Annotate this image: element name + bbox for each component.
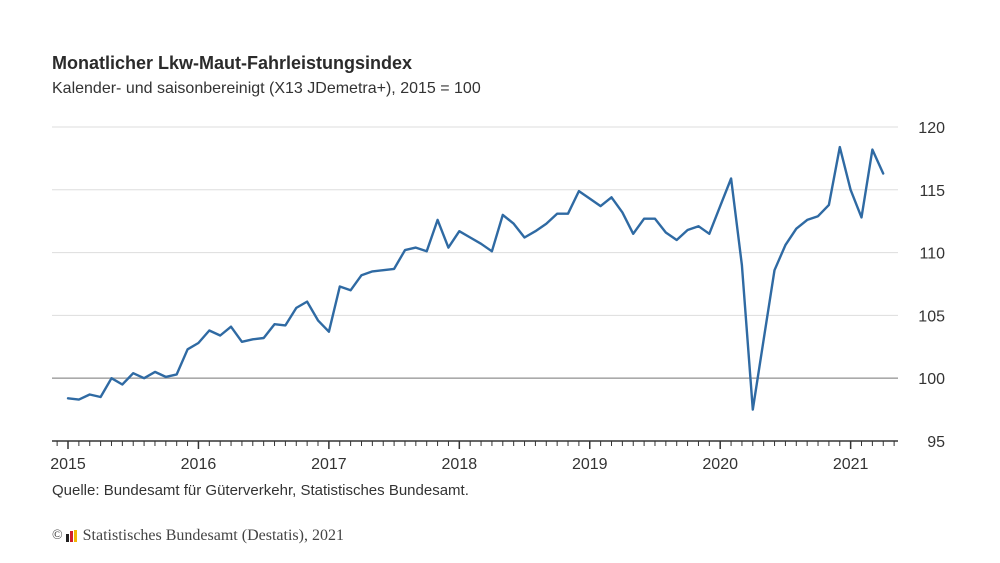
x-tick-label: 2019 <box>572 456 608 473</box>
x-tick-label: 2021 <box>833 456 869 473</box>
y-tick-label: 120 <box>918 120 945 137</box>
y-axis: 95 100 105 110 115 120 <box>918 120 945 451</box>
logo-bar <box>65 534 69 542</box>
x-tick-label: 2018 <box>442 456 478 473</box>
logo-bar <box>69 531 73 542</box>
y-tick-label: 100 <box>918 371 945 388</box>
copyright: © Statistisches Bundesamt (Destatis), 20… <box>52 527 344 545</box>
chart-title: Monatlicher Lkw-Maut-Fahrleistungsindex <box>52 53 413 73</box>
series-line <box>66 145 885 411</box>
x-axis: 2015 2016 2017 2018 2019 2020 2021 <box>50 440 898 473</box>
copyright-text: Statistisches Bundesamt (Destatis), 2021 <box>82 527 344 544</box>
gridlines <box>52 126 898 380</box>
chart-subtitle: Kalender- und saisonbereinigt (X13 JDeme… <box>52 80 481 97</box>
logo-bar <box>73 530 77 542</box>
x-tick-label: 2016 <box>181 456 217 473</box>
y-tick-label: 110 <box>919 246 945 263</box>
series <box>66 145 885 411</box>
y-tick-label: 105 <box>918 308 945 325</box>
y-tick-label: 95 <box>927 434 945 451</box>
destatis-logo-icon <box>65 530 77 542</box>
x-tick-label: 2020 <box>702 456 738 473</box>
x-tick-label: 2015 <box>50 456 86 473</box>
copyright-symbol: © <box>52 528 63 543</box>
y-tick-label: 115 <box>919 183 945 200</box>
x-tick-label: 2017 <box>311 456 347 473</box>
source-note: Quelle: Bundesamt für Güterverkehr, Stat… <box>52 482 469 499</box>
